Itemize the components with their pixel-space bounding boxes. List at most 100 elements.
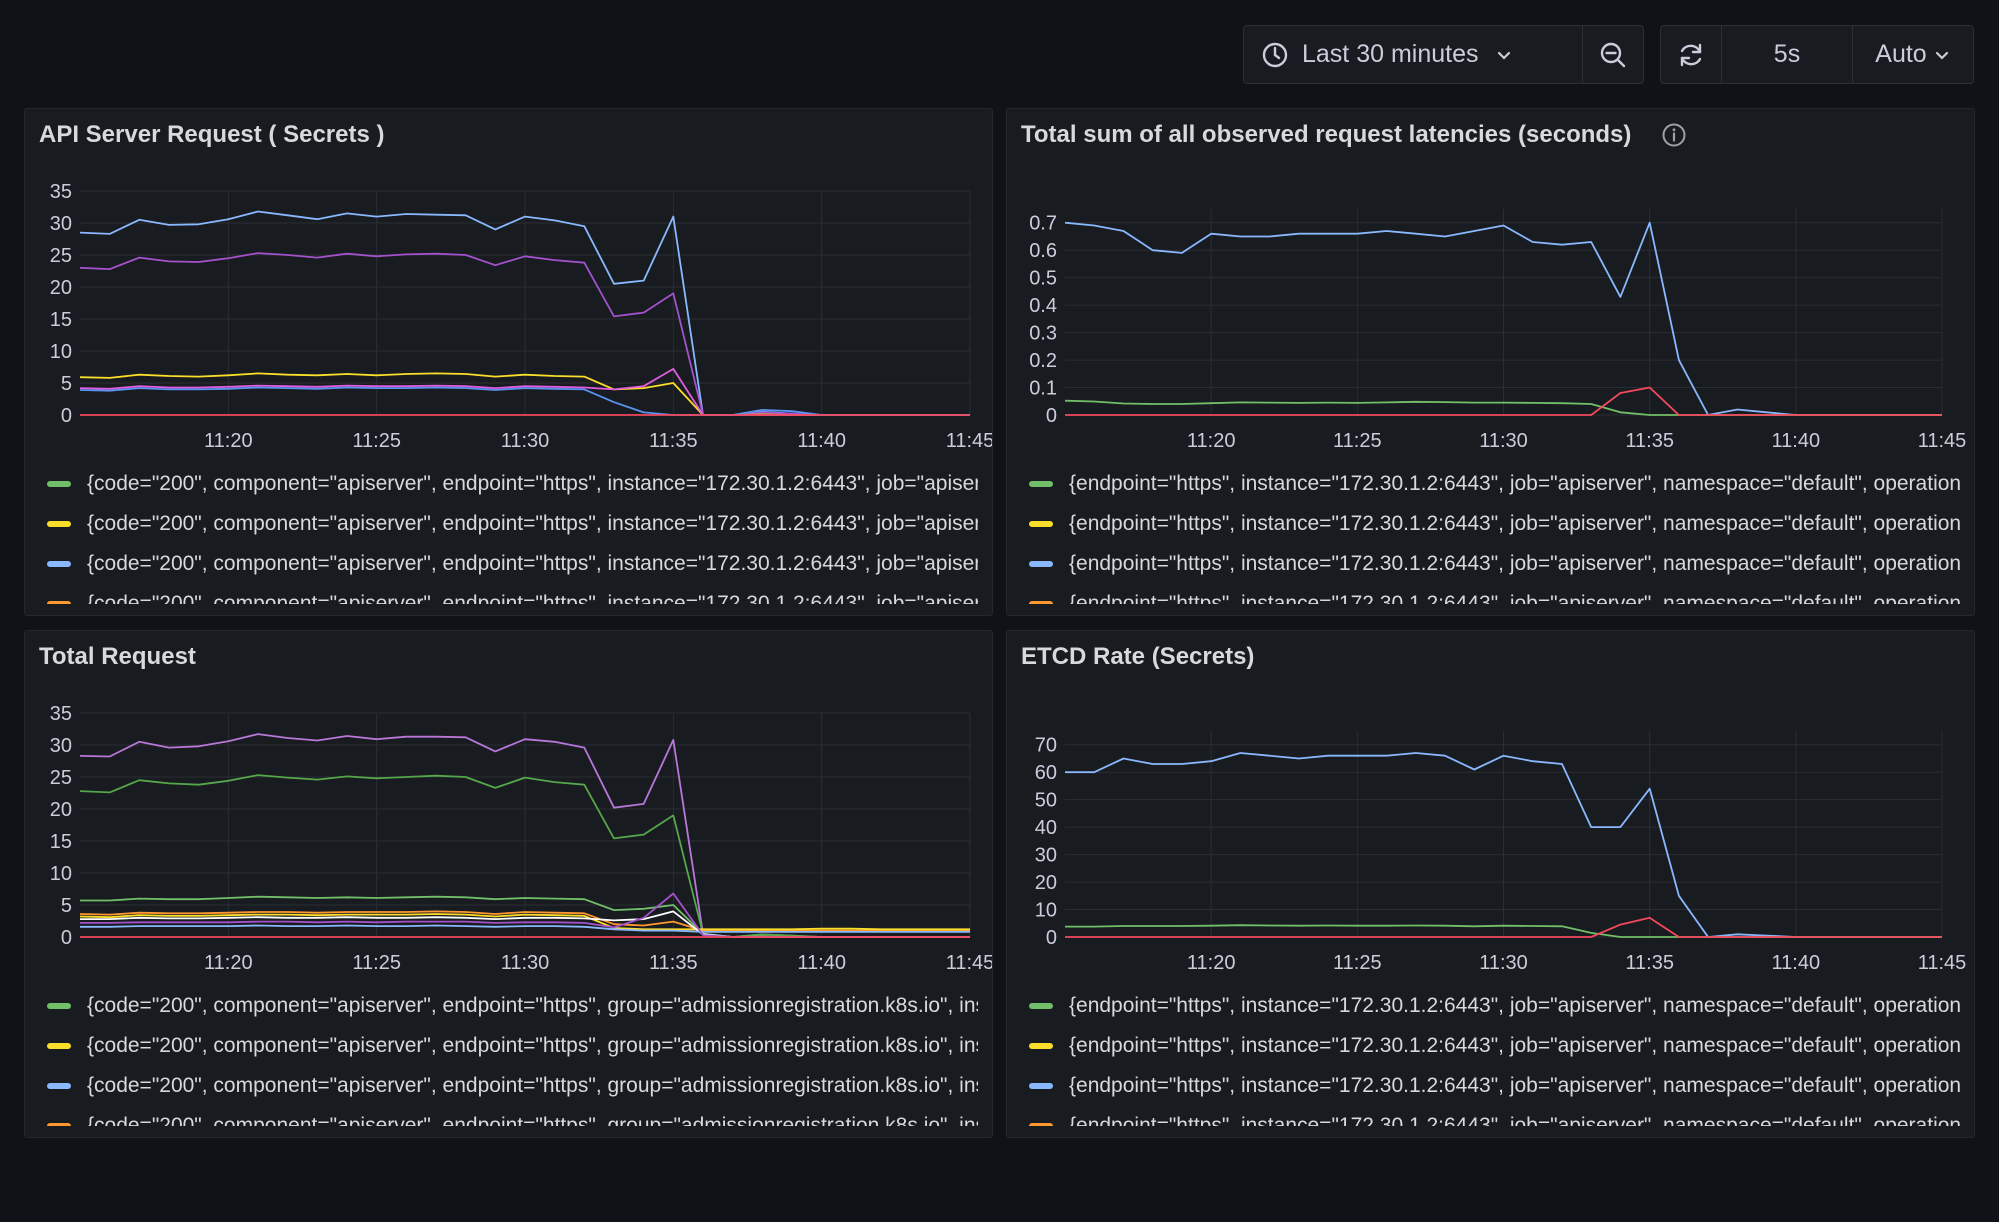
x-tick-label: 11:30 [1479,430,1528,449]
refresh-interval-button[interactable]: 5s [1722,26,1853,83]
legend-color-swatch [1029,1003,1053,1009]
legend-color-swatch [47,561,71,567]
legend-label: {endpoint="https", instance="172.30.1.2:… [1069,512,1960,535]
legend-label: {endpoint="https", instance="172.30.1.2:… [1069,1114,1960,1126]
legend-item[interactable]: {endpoint="https", instance="172.30.1.2:… [1027,1026,1960,1066]
y-tick-label: 25 [50,767,72,789]
legend-item[interactable]: {code="200", component="apiserver", endp… [45,1106,978,1126]
legend-label: {code="200", component="apiserver", endp… [87,552,978,575]
legend-color-swatch [1029,521,1053,527]
refresh-picker-group: 5s Auto [1660,25,1974,84]
series-line[interactable] [79,910,970,932]
panel-etcd-rate[interactable]: ETCD Rate (Secrets) 0 10 20 30 40 50 60 70 11:20… [1006,630,1975,1138]
y-tick-label: 15 [50,309,72,331]
time-series-chart[interactable]: 0 5 10 15 20 25 30 35 11:20 11:25 11:30 11:35 11:40 1… [25,109,992,449]
legend-label: {code="200", component="apiserver", endp… [87,1074,978,1097]
panel-api-server-request[interactable]: API Server Request ( Secrets ) 0 5 10 15 20 2… [24,108,993,616]
legend-label: {code="200", component="apiserver", endp… [87,512,978,535]
y-tick-label: 10 [50,863,72,885]
legend-label: {endpoint="https", instance="172.30.1.2:… [1069,1074,1960,1097]
legend-item[interactable]: {code="200", component="apiserver", endp… [45,1066,978,1106]
panel-request-latencies[interactable]: Total sum of all observed request latenc… [1006,108,1975,616]
y-tick-label: 20 [50,277,72,299]
time-range-picker[interactable]: Last 30 minutes [1244,26,1583,83]
y-tick-label: 30 [50,735,72,757]
time-range-label: Last 30 minutes [1302,40,1479,68]
refresh-icon [1676,40,1706,70]
refresh-button[interactable] [1661,26,1722,83]
legend-item[interactable]: {code="200", component="apiserver", endp… [45,1026,978,1066]
y-tick-label: 40 [1035,817,1057,839]
legend-label: {endpoint="https", instance="172.30.1.2:… [1069,592,1960,604]
time-series-chart[interactable]: 0 5 10 15 20 25 30 35 11:20 11:25 11:30 11:35 11:40 1… [25,631,992,971]
series-line[interactable] [1065,916,1942,938]
legend-color-swatch [1029,561,1053,567]
time-series-chart[interactable]: 0 10 20 30 40 50 60 70 11:20 11:25 11:30 11:35 11:40… [1007,631,1974,971]
legend-item[interactable]: {code="200", component="apiserver", endp… [45,464,978,504]
legend-item[interactable]: {endpoint="https", instance="172.30.1.2:… [1027,464,1960,504]
legend-label: {endpoint="https", instance="172.30.1.2:… [1069,552,1960,575]
legend-color-swatch [47,1123,71,1126]
y-tick-label: 30 [50,213,72,235]
y-tick-label: 25 [50,245,72,267]
legend-color-swatch [1029,1043,1053,1049]
legend-item[interactable]: {code="200", component="apiserver", endp… [45,986,978,1026]
y-tick-label: 20 [50,799,72,821]
legend-label: {code="200", component="apiserver", endp… [87,592,978,604]
y-tick-label: 0.5 [1029,268,1057,290]
series-line[interactable] [79,913,970,931]
legend-label: {endpoint="https", instance="172.30.1.2:… [1069,994,1960,1017]
legend-item[interactable]: {endpoint="https", instance="172.30.1.2:… [1027,504,1960,544]
y-tick-label: 0.7 [1029,213,1057,235]
legend-color-swatch [47,1043,71,1049]
auto-refresh-dropdown[interactable]: Auto [1853,26,1973,83]
legend-item[interactable]: {endpoint="https", instance="172.30.1.2:… [1027,986,1960,1026]
legend-color-swatch [47,1083,71,1089]
x-tick-label: 11:35 [649,952,698,971]
x-tick-label: 11:30 [1479,952,1528,971]
x-tick-label: 11:45 [946,430,992,449]
legend-item[interactable]: {code="200", component="apiserver", endp… [45,584,978,604]
x-tick-label: 11:45 [1918,430,1967,449]
x-tick-label: 11:35 [1625,430,1674,449]
y-tick-label: 30 [1035,845,1057,867]
zoom-out-button[interactable] [1583,26,1643,83]
legend-item[interactable]: {endpoint="https", instance="172.30.1.2:… [1027,584,1960,604]
series-line[interactable] [1065,386,1942,416]
chart-legend: {endpoint="https", instance="172.30.1.2:… [1027,464,1960,604]
info-icon[interactable] [1661,122,1687,148]
x-tick-label: 11:45 [1918,952,1967,971]
legend-item[interactable]: {endpoint="https", instance="172.30.1.2:… [1027,1066,1960,1106]
x-tick-label: 11:30 [501,430,550,449]
x-tick-label: 11:40 [797,430,846,449]
x-tick-label: 11:25 [352,952,401,971]
legend-item[interactable]: {code="200", component="apiserver", endp… [45,504,978,544]
panel-title: Total Request [39,643,196,671]
chart-legend: {endpoint="https", instance="172.30.1.2:… [1027,986,1960,1126]
legend-label: {code="200", component="apiserver", endp… [87,994,978,1017]
y-tick-label: 0.6 [1029,240,1057,262]
legend-item[interactable]: {code="200", component="apiserver", endp… [45,544,978,584]
y-tick-label: 50 [1035,790,1057,812]
panel-total-request[interactable]: Total Request 0 5 10 15 20 25 30 35 11:20 11:25 11… [24,630,993,1138]
series-line[interactable] [80,924,970,933]
x-tick-label: 11:25 [1333,952,1382,971]
x-tick-label: 11:40 [1772,430,1821,449]
y-tick-label: 0.4 [1029,295,1057,317]
legend-label: {code="200", component="apiserver", endp… [87,1034,978,1057]
x-tick-label: 11:25 [1333,430,1382,449]
panel-title: ETCD Rate (Secrets) [1021,643,1254,671]
time-picker-group: Last 30 minutes [1243,25,1644,84]
x-tick-label: 11:20 [204,952,253,971]
x-tick-label: 11:20 [1187,430,1236,449]
time-series-chart[interactable]: 0 0.1 0.2 0.3 0.4 0.5 0.6 0.7 11:20 11:25 11:30 11:… [1007,109,1974,449]
legend-label: {code="200", component="apiserver", endp… [87,1114,978,1126]
x-tick-label: 11:40 [797,952,846,971]
legend-color-swatch [47,481,71,487]
panel-title: API Server Request ( Secrets ) [39,121,384,149]
legend-item[interactable]: {endpoint="https", instance="172.30.1.2:… [1027,544,1960,584]
y-tick-label: 0 [1046,927,1057,949]
legend-item[interactable]: {endpoint="https", instance="172.30.1.2:… [1027,1106,1960,1126]
dashboard-toolbar: Last 30 minutes 5s Auto [1243,25,1974,84]
x-tick-label: 11:35 [1625,952,1674,971]
